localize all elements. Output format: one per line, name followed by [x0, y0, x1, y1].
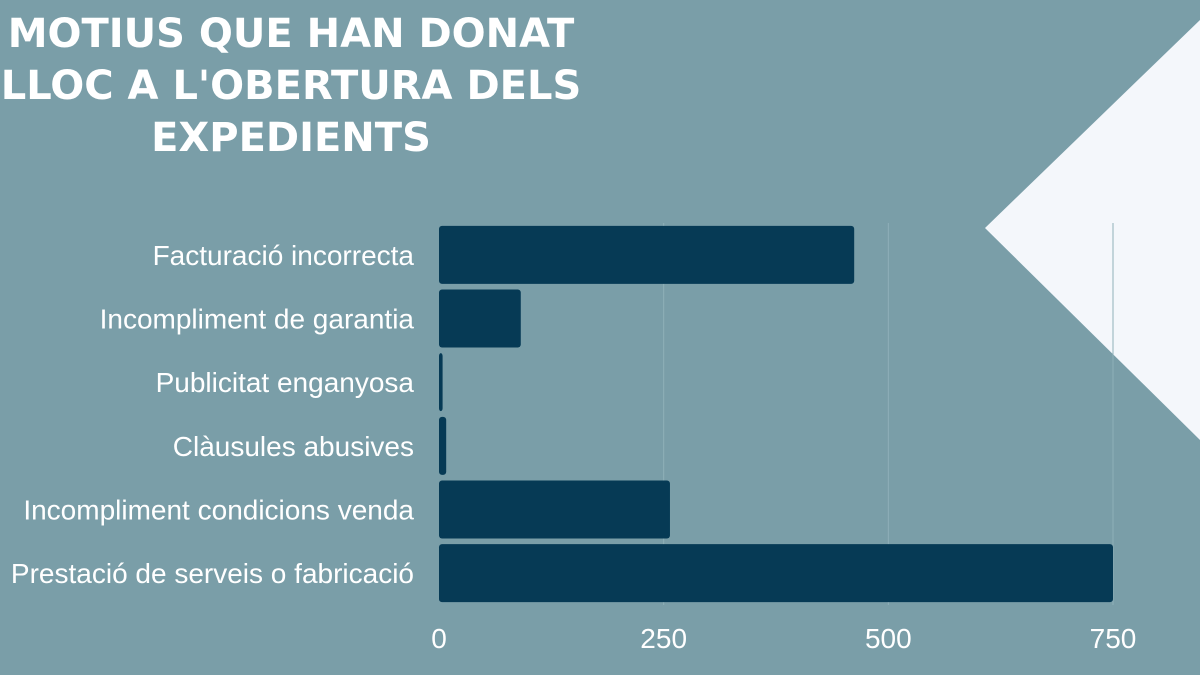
bar: [439, 544, 1113, 603]
bar: [439, 225, 855, 284]
category-labels: Facturació incorrecta Incompliment de gar…: [11, 240, 415, 589]
x-tick-label: 750: [1090, 623, 1137, 654]
category-label: Facturació incorrecta: [153, 240, 415, 271]
chart-title: MOTIUS QUE HAN DONAT LLOC A L'OBERTURA D…: [0, 11, 582, 161]
corner-triangle-decoration: [985, 20, 1200, 440]
bar: [439, 480, 670, 539]
bar: [439, 289, 521, 348]
gridlines: [663, 223, 1114, 605]
category-label: Prestació de serveis o fabricació: [11, 558, 414, 589]
bars: [439, 225, 1113, 603]
x-axis-ticks: 0 250 500 750: [431, 623, 1136, 654]
category-label: Publicitat enganyosa: [156, 367, 415, 398]
category-label: Incompliment condicions venda: [23, 495, 414, 526]
bar: [439, 353, 443, 412]
category-label: Incompliment de garantia: [100, 304, 415, 335]
category-label: Clàusules abusives: [173, 431, 414, 462]
bar: [439, 416, 447, 475]
x-tick-label: 500: [865, 623, 912, 654]
x-tick-label: 0: [431, 623, 447, 654]
x-tick-label: 250: [640, 623, 687, 654]
